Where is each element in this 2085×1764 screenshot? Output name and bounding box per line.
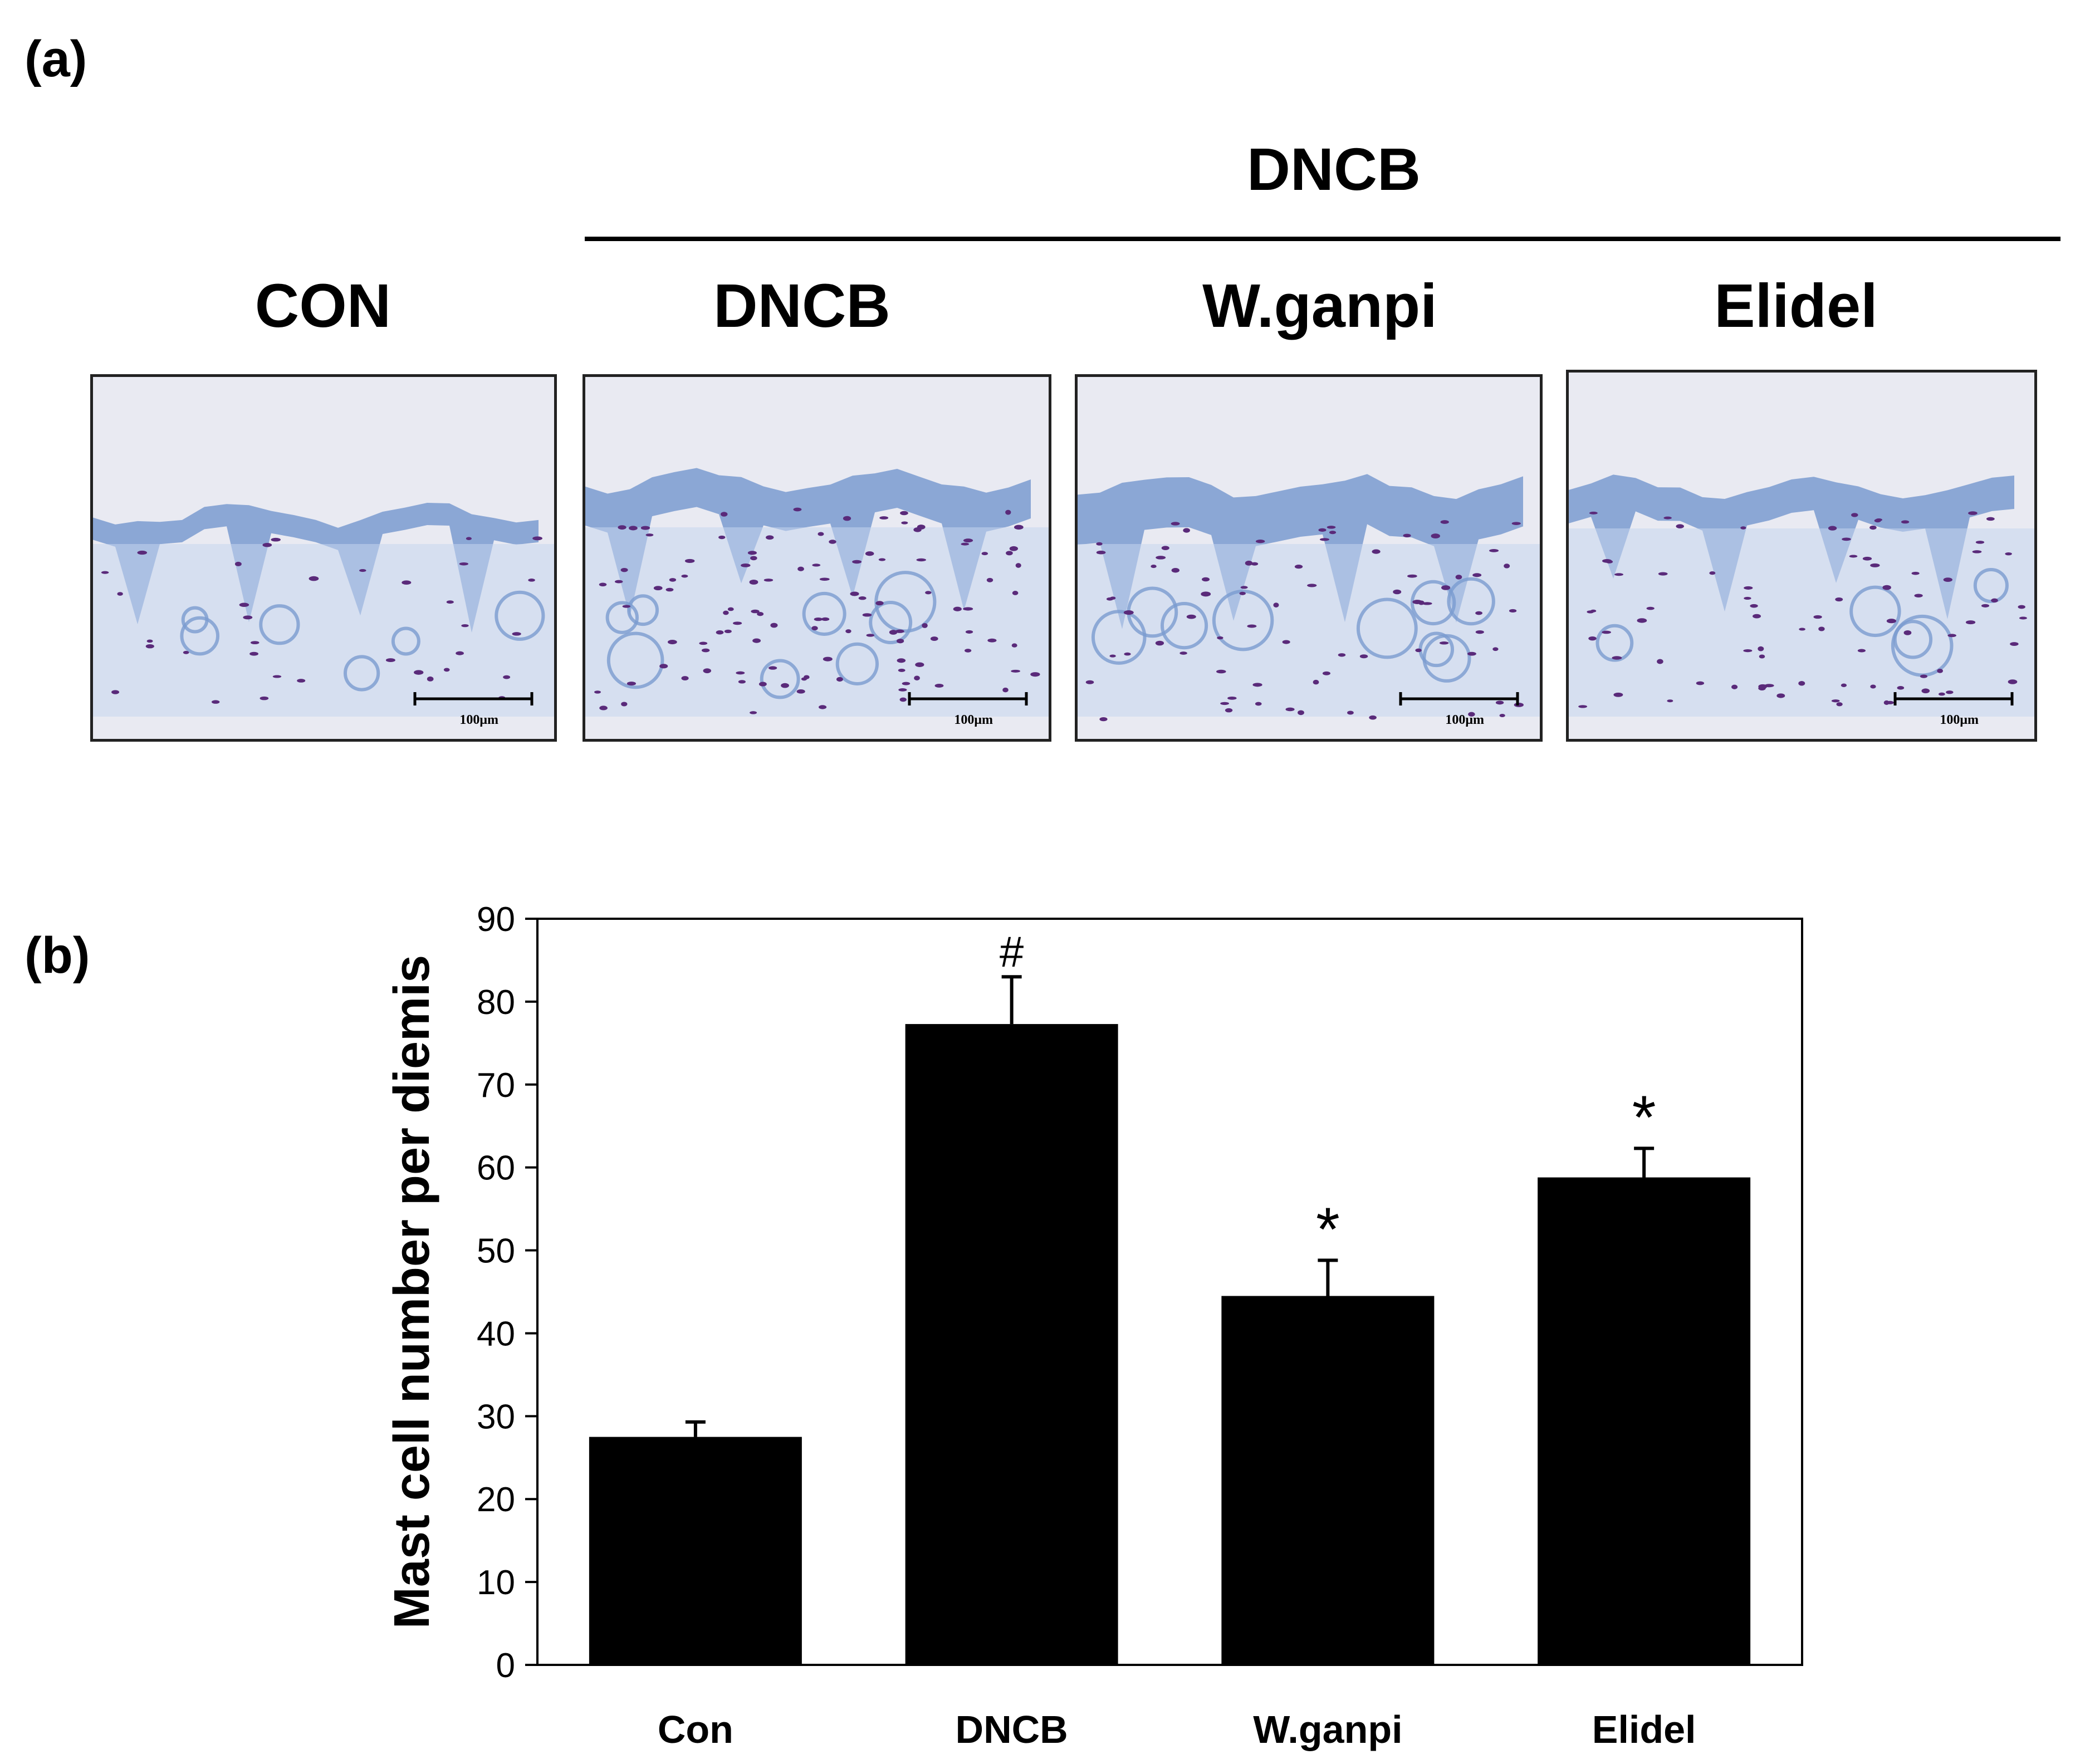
panel-a-label: (a)	[25, 31, 87, 87]
scale-bar	[908, 692, 1028, 705]
image-title-elidel: Elidel	[1714, 272, 1878, 340]
scale-bar-label: 100μm	[1940, 713, 1979, 727]
image-title-con: CON	[254, 272, 391, 340]
y-tick-label: 60	[477, 1149, 515, 1188]
x-category-label: Con	[658, 1708, 733, 1751]
bar-w-ganpi	[1221, 1296, 1435, 1665]
x-category-label: W.ganpi	[1253, 1708, 1402, 1751]
histology-image: 100μm	[1566, 370, 2037, 742]
x-category-label: DNCB	[956, 1708, 1068, 1751]
bar-elidel	[1538, 1177, 1751, 1665]
scale-bar-label: 100μm	[1445, 713, 1484, 727]
image-title-dncb: DNCB	[713, 272, 890, 340]
panel-b-label: (b)	[25, 927, 90, 984]
scale-bar-label: 100μm	[459, 713, 498, 727]
scale-bar	[1893, 692, 2014, 705]
group-header-dncb: DNCB	[1247, 135, 1421, 203]
scale-bar-label: 100μm	[954, 713, 993, 727]
y-axis-title: Mast cell number per diemis	[384, 955, 440, 1629]
y-tick-label: 40	[477, 1315, 515, 1353]
y-tick-label: 30	[477, 1398, 515, 1436]
y-tick-label: 50	[477, 1232, 515, 1271]
y-tick-label: 70	[477, 1066, 515, 1105]
plot-frame	[536, 918, 1803, 1666]
y-tick-label: 10	[477, 1564, 515, 1602]
significance-marker: *	[1316, 1195, 1340, 1263]
y-tick-label: 20	[477, 1481, 515, 1519]
histology-image: 100μm	[1075, 374, 1543, 742]
x-category-label: Elidel	[1592, 1708, 1696, 1751]
bar-con	[589, 1437, 802, 1665]
image-title-w-ganpi: W.ganpi	[1202, 272, 1437, 340]
histology-image: 100μm	[90, 374, 557, 742]
significance-marker: #	[1000, 927, 1024, 976]
y-tick-label: 80	[477, 983, 515, 1022]
y-tick-label: 90	[477, 900, 515, 939]
scale-bar	[1399, 692, 1519, 705]
significance-marker: *	[1632, 1083, 1656, 1152]
group-bracket-line	[585, 237, 2060, 241]
histology-image: 100μm	[583, 374, 1051, 742]
bar-dncb	[905, 1024, 1118, 1665]
scale-bar	[413, 692, 534, 705]
y-tick-label: 0	[496, 1647, 515, 1685]
